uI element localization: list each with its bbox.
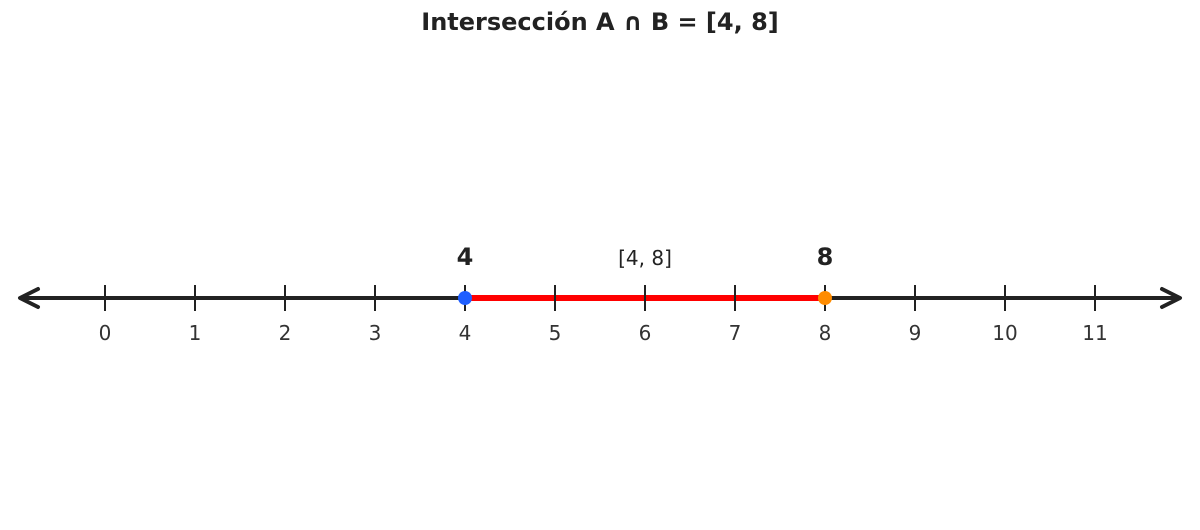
end-point xyxy=(818,291,832,305)
tick-label: 9 xyxy=(909,321,922,345)
end-endpoint-label: 8 xyxy=(817,243,834,271)
tick-label: 11 xyxy=(1082,321,1107,345)
tick-label: 1 xyxy=(189,321,202,345)
start-endpoint-label: 4 xyxy=(457,243,474,271)
tick-label: 5 xyxy=(549,321,562,345)
tick-label: 2 xyxy=(279,321,292,345)
tick-label: 4 xyxy=(459,321,472,345)
tick-label: 10 xyxy=(992,321,1017,345)
tick-label: 3 xyxy=(369,321,382,345)
tick-label: 8 xyxy=(819,321,832,345)
tick-label: 7 xyxy=(729,321,742,345)
left-arrow-icon xyxy=(18,287,40,309)
right-arrow-icon xyxy=(1160,287,1182,309)
tick-label: 6 xyxy=(639,321,652,345)
start-point xyxy=(458,291,472,305)
interval-notation-label: [4, 8] xyxy=(618,246,672,270)
diagram-title: Intersección A ∩ B = [4, 8] xyxy=(421,8,779,36)
tick-label: 0 xyxy=(99,321,112,345)
